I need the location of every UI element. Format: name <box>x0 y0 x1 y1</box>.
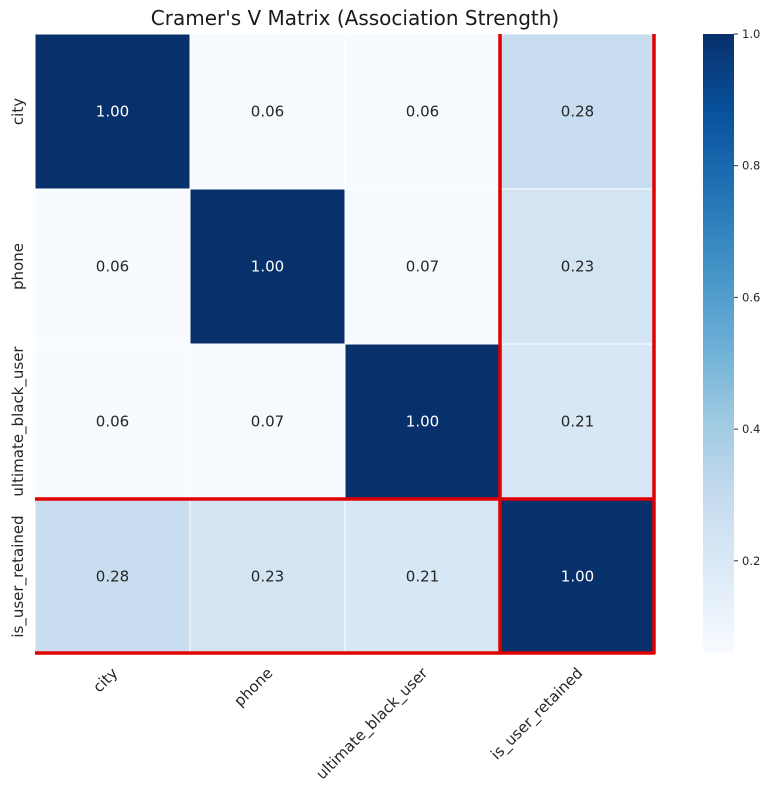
heatmap-cell-3-0 <box>34 498 191 655</box>
colorbar-tick-label-4: 1.0 <box>742 27 760 41</box>
cell-value-label-1-1: 1.00 <box>251 258 284 276</box>
heatmap-cell-0-3 <box>499 33 656 190</box>
heatmap-cell-0-0 <box>34 33 191 190</box>
column-label-0: city <box>89 664 121 696</box>
cell-value-label-0-3: 0.28 <box>561 103 594 121</box>
colorbar <box>703 34 734 653</box>
cell-value-label-3-2: 0.21 <box>406 568 439 586</box>
cell-value-label-2-3: 0.21 <box>561 413 594 431</box>
cell-value-label-2-0: 0.06 <box>96 413 129 431</box>
cell-value-label-0-0: 1.00 <box>96 103 129 121</box>
cell-value-label-2-1: 0.07 <box>251 413 284 431</box>
column-label-1: phone <box>230 664 276 710</box>
colorbar-tick-label-2: 0.6 <box>742 290 760 304</box>
heatmap-cell-3-1 <box>189 498 346 655</box>
cell-value-label-1-2: 0.07 <box>406 258 439 276</box>
chart-title: Cramer's V Matrix (Association Strength) <box>150 6 560 30</box>
heatmap-cell-0-1 <box>189 33 346 190</box>
cell-value-label-3-1: 0.23 <box>251 568 284 586</box>
column-label-2: ultimate_black_user <box>312 664 432 784</box>
row-label-1: phone <box>9 243 27 290</box>
colorbar-tick-label-1: 0.4 <box>742 422 760 436</box>
row-label-2: ultimate_black_user <box>9 346 28 497</box>
cell-value-label-0-1: 0.06 <box>251 103 284 121</box>
cell-value-label-1-3: 0.23 <box>561 258 594 276</box>
heatmap-cell-3-2 <box>344 498 501 655</box>
column-label-3: is_user_retained <box>487 664 587 764</box>
heatmap-cell-2-0 <box>34 343 191 500</box>
cell-value-label-2-2: 1.00 <box>406 413 439 431</box>
cell-value-label-1-0: 0.06 <box>96 258 129 276</box>
heatmap-cell-1-3 <box>499 188 656 345</box>
row-label-3: is_user_retained <box>9 515 28 637</box>
heatmap-cell-1-2 <box>344 188 501 345</box>
heatmap-cell-3-3 <box>499 498 656 655</box>
colorbar-tick-label-3: 0.8 <box>742 159 760 173</box>
heatmap-cell-2-3 <box>499 343 656 500</box>
heatmap-cell-0-2 <box>344 33 501 190</box>
cell-value-label-0-2: 0.06 <box>406 103 439 121</box>
colorbar-tick-label-0: 0.2 <box>742 554 760 568</box>
cell-value-label-3-3: 1.00 <box>561 568 594 586</box>
row-label-0: city <box>9 98 27 125</box>
heatmap-cell-2-1 <box>189 343 346 500</box>
cell-value-label-3-0: 0.28 <box>96 568 129 586</box>
